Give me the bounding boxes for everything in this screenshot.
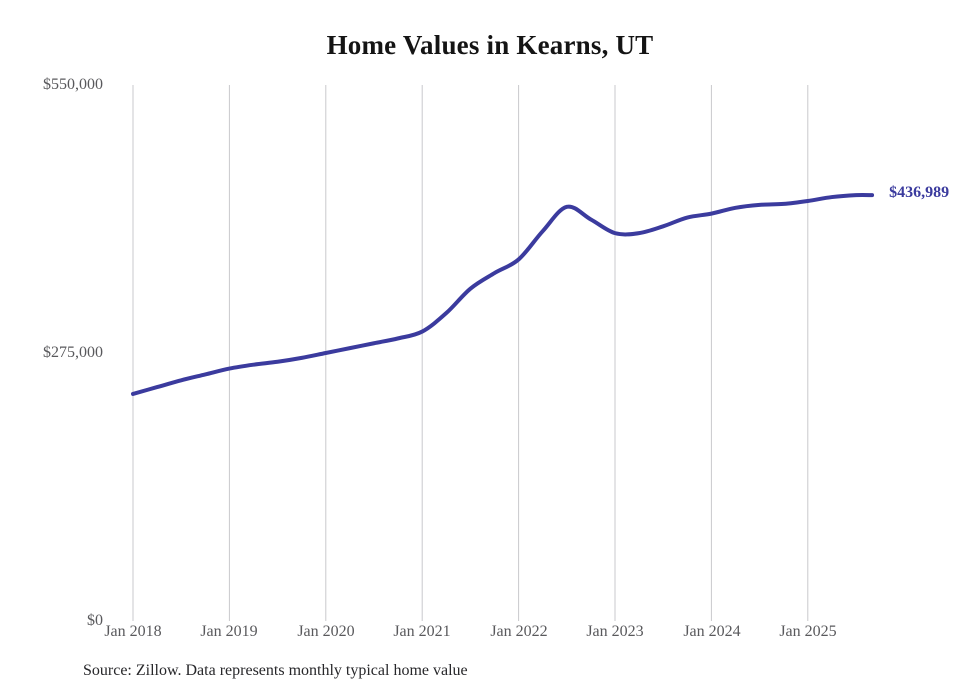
x-axis-tick-label-jan-2021: Jan 2021 <box>393 623 451 640</box>
x-axis-tick-label-jan-2019: Jan 2019 <box>200 623 258 640</box>
y-axis-tick-label-0: $0 <box>87 612 103 629</box>
x-axis-tick-label-jan-2022: Jan 2022 <box>490 623 548 640</box>
x-axis-tick-label-jan-2025: Jan 2025 <box>779 623 837 640</box>
x-axis-tick-label-jan-2023: Jan 2023 <box>586 623 644 640</box>
x-axis-tick-label-jan-2020: Jan 2020 <box>297 623 355 640</box>
gridlines <box>132 85 809 621</box>
page-title: Home Values in Kearns, UT <box>326 30 654 60</box>
y-axis-tick-label-275000: $275,000 <box>43 344 103 361</box>
x-axis-tick-label-jan-2024: Jan 2024 <box>683 623 741 640</box>
source-note: Source: Zillow. Data represents monthly … <box>83 662 468 679</box>
series-end-value-label: $436,989 <box>889 184 950 202</box>
x-axis-tick-label-jan-2018: Jan 2018 <box>104 623 162 640</box>
y-axis-tick-label-550000: $550,000 <box>43 76 103 93</box>
data-series-line <box>131 192 875 396</box>
